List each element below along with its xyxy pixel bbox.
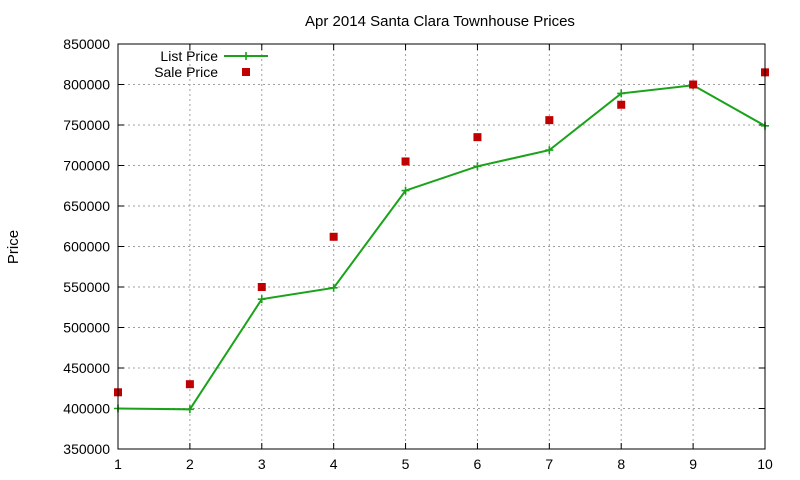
y-tick-label: 400000 [63,401,110,417]
y-axis-label: Price [5,230,22,264]
axes: 350000 400000 450000 500000 550000 600000 6500… [63,36,773,472]
legend-marker [242,68,250,76]
data-point [689,80,698,89]
data-point [617,89,626,98]
y-tick-label: 750000 [63,117,110,133]
y-tick-label: 600000 [63,239,110,255]
y-tick-label: 550000 [63,279,110,295]
data-point [257,283,266,291]
x-tick-label: 9 [689,456,697,472]
y-tick-label: 350000 [63,441,110,457]
y-tick-label: 450000 [63,360,110,376]
data-point [329,283,338,292]
x-tick-label: 2 [186,456,194,472]
y-tick-label: 650000 [63,198,110,214]
data-point [257,295,266,304]
y-tick-label: 700000 [63,158,110,174]
x-tick-label: 6 [474,456,482,472]
x-tick-label: 10 [757,456,773,472]
grid-lines [118,44,765,449]
y-tick-label: 800000 [63,77,110,93]
series-layer [114,68,769,414]
y-tick-label: 850000 [63,36,110,52]
x-tick-label: 1 [114,456,122,472]
data-point [545,146,554,155]
data-point [401,186,410,195]
data-point [185,380,194,389]
series-sale-price [114,68,769,397]
plot-frame [117,43,766,450]
data-point [185,405,194,414]
legend-marker [242,52,250,60]
x-tick-label: 8 [617,456,625,472]
chart-title: Apr 2014 Santa Clara Townhouse Prices [305,13,575,30]
data-point [401,157,410,166]
data-point [329,232,338,241]
data-point [617,100,626,109]
data-point [473,133,482,142]
x-tick-label: 5 [402,456,410,472]
legend-label: Sale Price [154,64,218,80]
x-tick-label: 7 [545,456,553,472]
series-list-price [114,81,769,414]
data-point [473,162,482,171]
x-tick-label: 3 [258,456,266,472]
series-line [117,84,766,411]
data-point [545,116,554,125]
y-tick-label: 500000 [63,320,110,336]
x-tick-label: 4 [330,456,338,472]
legend-label: List Price [160,48,218,64]
